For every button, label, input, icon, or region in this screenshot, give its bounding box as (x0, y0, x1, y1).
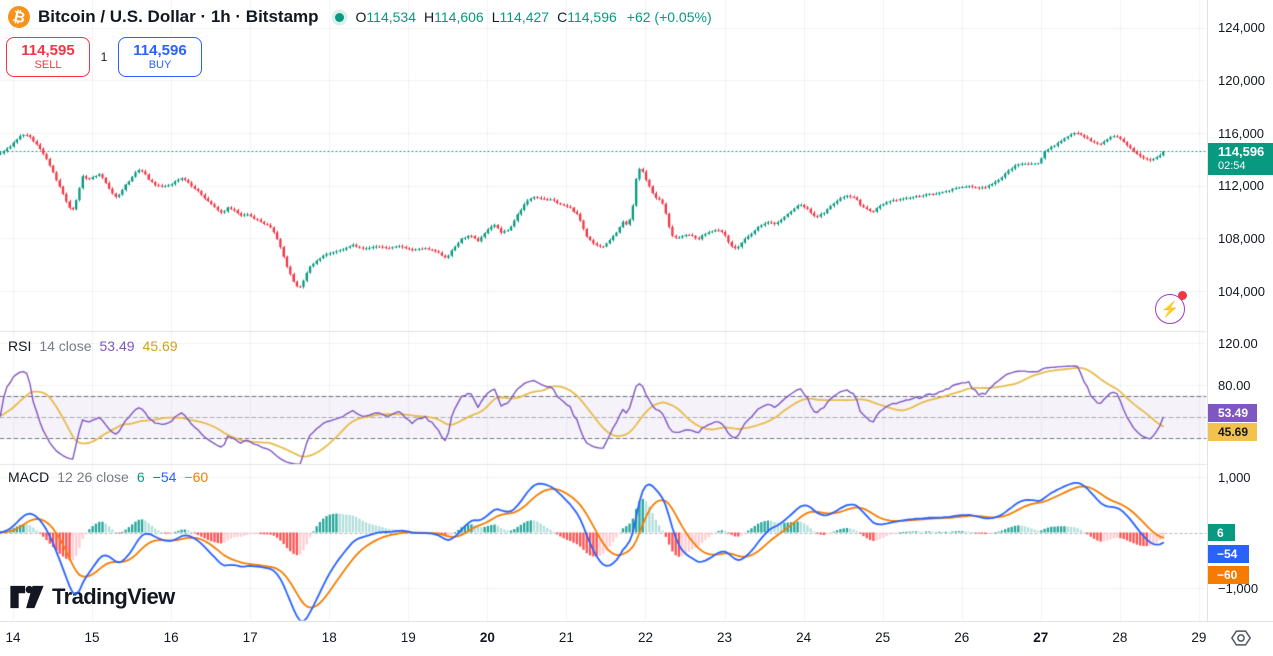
market-status-icon[interactable] (334, 12, 344, 22)
macd-signal-value: −60 (184, 469, 209, 485)
price-axis-label: 124,000 (1218, 20, 1265, 36)
macd-axis-label: −1,000 (1218, 580, 1259, 596)
time-axis-label: 26 (954, 630, 970, 645)
macd-indicator-header[interactable]: MACD 12 26 close 6 −54 −60 (8, 469, 208, 485)
lightning-bolt-icon: ⚡ (1160, 300, 1180, 318)
price-axis-label: 112,000 (1218, 178, 1265, 194)
buy-label: BUY (148, 59, 172, 72)
time-axis-label: 22 (637, 630, 653, 645)
time-axis-label: 21 (558, 630, 574, 645)
rsi-axis-label: 80.00 (1218, 377, 1251, 393)
time-axis-label: 19 (400, 630, 416, 645)
low-label: L (491, 9, 500, 25)
price-axis-label: 108,000 (1218, 230, 1265, 246)
current-price-value: 114,596 (1218, 143, 1265, 159)
price-axis-label: 104,000 (1218, 283, 1265, 299)
rsi-ma-value: 45.69 (142, 338, 178, 354)
time-axis-label: 27 (1033, 630, 1049, 645)
current-price-badge: 114,596 02:54 (1208, 142, 1273, 175)
time-axis-settings-icon[interactable] (1228, 626, 1254, 652)
sell-label: SELL (34, 59, 62, 72)
time-axis-label: 14 (5, 630, 21, 645)
price-axis[interactable]: 114,596 02:54 53.49 45.69 6 −54 −60 124,… (1207, 0, 1273, 621)
time-axis-label: 18 (321, 630, 337, 645)
bitcoin-icon: ₿ (5, 3, 33, 31)
time-axis-label: 24 (796, 630, 812, 645)
time-axis-label: 16 (163, 630, 179, 645)
time-axis[interactable]: 14 15 16 17 18 19 20 21 22 23 24 25 26 27 28 29 (0, 621, 1273, 656)
macd-hist-badge: 6 (1208, 524, 1235, 542)
open-value: 114,534 (366, 9, 416, 25)
sell-price: 114,595 (21, 42, 75, 60)
macd-signal-badge: −60 (1208, 566, 1249, 585)
macd-line-badge: −54 (1208, 545, 1249, 564)
trade-panel: 114,595 SELL 1 114,596 BUY (6, 37, 202, 77)
rsi-ma-value-badge: 45.69 (1208, 422, 1257, 441)
symbol-title[interactable]: Bitcoin / U.S. Dollar · 1h · Bitstamp (38, 7, 319, 26)
price-axis-label: 116,000 (1218, 125, 1265, 141)
symbol-header: ₿ Bitcoin / U.S. Dollar · 1h · Bitstamp … (5, 3, 712, 31)
macd-params: 12 26 close (57, 469, 129, 485)
price-change: +62 (+0.05%) (626, 9, 712, 25)
ohlc-readout: O114,534 H114,606 L114,427 C114,596 +62 … (356, 9, 712, 25)
buy-button[interactable]: 114,596 BUY (118, 37, 202, 77)
rsi-axis-label: 120.00 (1218, 335, 1258, 351)
rsi-indicator-header[interactable]: RSI 14 close 53.49 45.69 (8, 338, 178, 354)
buy-price: 114,596 (133, 42, 187, 60)
notification-dot (1178, 291, 1187, 300)
time-axis-label: 28 (1112, 630, 1128, 645)
bar-countdown: 02:54 (1218, 159, 1246, 172)
price-axis-label: 120,000 (1218, 72, 1265, 88)
rsi-title: RSI (8, 338, 32, 354)
high-value: 114,606 (434, 9, 484, 25)
time-axis-label: 20 (479, 630, 495, 645)
rsi-value: 53.49 (99, 338, 135, 354)
rsi-params: 14 close (39, 338, 92, 354)
low-value: 114,427 (499, 9, 550, 25)
close-value: 114,596 (567, 9, 617, 25)
time-axis-label: 25 (875, 630, 891, 645)
macd-line-value: −54 (152, 469, 177, 485)
time-axis-label: 17 (242, 630, 258, 645)
time-axis-label: 23 (717, 630, 733, 645)
sell-button[interactable]: 114,595 SELL (6, 37, 90, 77)
rsi-value-badge: 53.49 (1208, 403, 1257, 422)
time-axis-label: 15 (84, 630, 100, 645)
time-axis-label: 29 (1191, 630, 1207, 645)
macd-hist-value: 6 (136, 469, 145, 485)
instant-trading-icon[interactable]: ⚡ (1155, 291, 1187, 324)
close-label: C (557, 9, 568, 25)
macd-axis-label: 1,000 (1218, 469, 1251, 485)
open-label: O (355, 9, 367, 25)
high-label: H (424, 9, 435, 25)
macd-title: MACD (8, 469, 50, 485)
spread-value: 1 (100, 50, 108, 64)
